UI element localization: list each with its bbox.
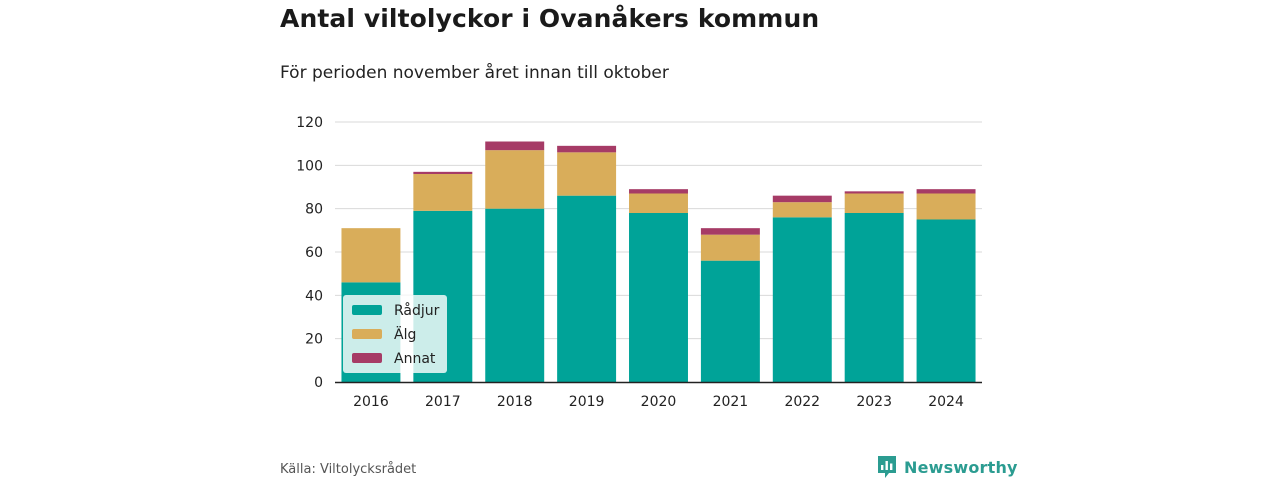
x-tick-label: 2021 bbox=[713, 394, 749, 410]
brand-logo: Newsworthy bbox=[876, 455, 1018, 479]
x-tick-label: 2022 bbox=[784, 394, 820, 410]
brand-name: Newsworthy bbox=[904, 457, 1018, 477]
x-tick-label: 2019 bbox=[569, 394, 605, 410]
bar-radjur-2024 bbox=[916, 219, 976, 382]
bar-annat-2019 bbox=[557, 145, 617, 153]
bar-annat-2018 bbox=[485, 141, 545, 151]
bar-annat-2017 bbox=[413, 171, 473, 174]
legend-label: Älg bbox=[394, 325, 416, 343]
newsworthy-logo-icon bbox=[878, 456, 896, 478]
x-tick-label: 2018 bbox=[497, 394, 533, 410]
bar-annat-2024 bbox=[916, 189, 976, 194]
y-tick-label: 100 bbox=[296, 158, 323, 174]
bar-annat-2020 bbox=[629, 189, 688, 194]
bar-radjur-2018 bbox=[485, 208, 545, 382]
bar-annat-2022 bbox=[772, 195, 832, 203]
bar-radjur-2021 bbox=[700, 260, 760, 382]
y-tick-label: 0 bbox=[314, 375, 323, 391]
legend-swatch bbox=[352, 329, 382, 339]
bar-radjur-2022 bbox=[772, 217, 832, 382]
x-tick-label: 2020 bbox=[641, 394, 677, 410]
bar-alg-2020 bbox=[629, 193, 688, 213]
bar-alg-2022 bbox=[772, 202, 832, 218]
x-tick-label: 2023 bbox=[856, 394, 892, 410]
source-note: Källa: Viltolycksrådet bbox=[280, 462, 417, 477]
legend-swatch bbox=[352, 353, 382, 363]
legend-label: Rådjur bbox=[394, 302, 440, 319]
bar-alg-2016 bbox=[341, 228, 401, 283]
bar-alg-2018 bbox=[485, 150, 545, 209]
x-tick-label: 2017 bbox=[425, 394, 461, 410]
legend-label: Annat bbox=[394, 351, 436, 367]
y-tick-label: 120 bbox=[296, 115, 323, 131]
y-tick-label: 40 bbox=[305, 288, 323, 304]
bar-alg-2024 bbox=[916, 193, 976, 220]
bar-radjur-2020 bbox=[629, 213, 688, 382]
bar-alg-2021 bbox=[700, 234, 760, 261]
bar-annat-2023 bbox=[844, 191, 904, 194]
chart-title: Antal viltolyckor i Ovanåkers kommun bbox=[280, 4, 820, 33]
y-tick-label: 60 bbox=[305, 245, 323, 261]
y-tick-label: 20 bbox=[305, 332, 323, 348]
bar-alg-2017 bbox=[413, 174, 473, 211]
x-tick-label: 2024 bbox=[928, 394, 964, 410]
legend-swatch bbox=[352, 305, 382, 315]
bar-alg-2019 bbox=[557, 152, 617, 196]
bar-annat-2021 bbox=[700, 228, 760, 235]
bar-radjur-2023 bbox=[844, 213, 904, 382]
chart-subtitle: För perioden november året innan till ok… bbox=[280, 63, 669, 83]
y-tick-label: 80 bbox=[305, 202, 323, 218]
bar-radjur-2019 bbox=[557, 195, 617, 382]
bar-alg-2023 bbox=[844, 193, 904, 213]
x-tick-label: 2016 bbox=[353, 394, 389, 410]
